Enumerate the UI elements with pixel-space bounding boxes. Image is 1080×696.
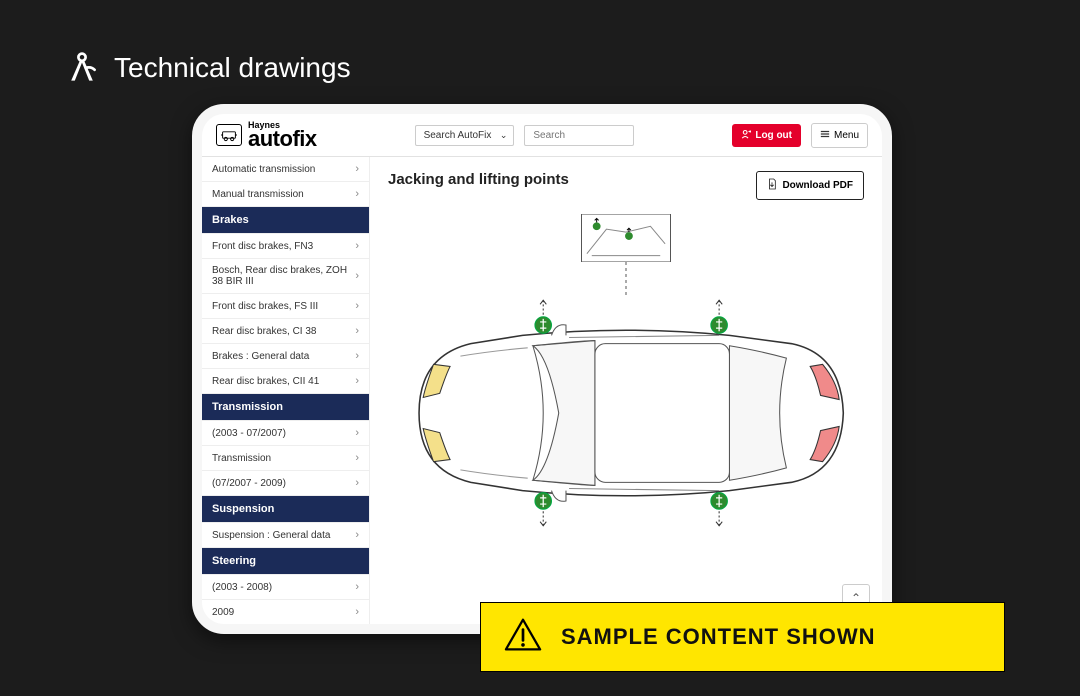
sidebar-item-label: Front disc brakes, FN3 bbox=[212, 241, 313, 252]
jack-point-rear-right bbox=[711, 493, 728, 526]
chevron-right-icon: › bbox=[355, 240, 359, 252]
content-title: Jacking and lifting points bbox=[388, 171, 569, 188]
sidebar-item-label: Rear disc brakes, CI 38 bbox=[212, 326, 317, 337]
chevron-right-icon: › bbox=[355, 477, 359, 489]
chevron-right-icon: › bbox=[355, 427, 359, 439]
diagram-detail-inset bbox=[581, 214, 671, 262]
content-area: Jacking and lifting points Download PDF bbox=[370, 157, 882, 624]
sidebar-item[interactable]: Suspension : General data › bbox=[202, 523, 369, 548]
jack-point-rear-left bbox=[711, 301, 728, 334]
page-title: Technical drawings bbox=[114, 52, 351, 84]
search-scope-select[interactable]: Search AutoFix ⌄ bbox=[415, 125, 515, 146]
chevron-right-icon: › bbox=[355, 606, 359, 618]
logout-label: Log out bbox=[755, 130, 792, 141]
chevron-right-icon: › bbox=[355, 375, 359, 387]
sidebar: Automatic transmission›Manual transmissi… bbox=[202, 157, 370, 624]
sidebar-item[interactable]: Automatic transmission › bbox=[202, 157, 369, 182]
sidebar-section-header[interactable]: Brakes bbox=[202, 207, 369, 234]
sidebar-item[interactable]: Transmission › bbox=[202, 446, 369, 471]
sidebar-item-label: Transmission bbox=[212, 453, 271, 464]
chevron-right-icon: › bbox=[355, 270, 359, 282]
compass-drawing-icon bbox=[64, 50, 100, 86]
sidebar-item-label: (2003 - 07/2007) bbox=[212, 428, 286, 439]
logout-button[interactable]: Log out bbox=[732, 124, 801, 147]
topbar: Haynes autofix Search AutoFix ⌄ Log out bbox=[202, 114, 882, 157]
chevron-right-icon: › bbox=[355, 300, 359, 312]
sidebar-item[interactable]: (07/2007 - 2009) › bbox=[202, 471, 369, 496]
sidebar-item-label: Brakes : General data bbox=[212, 351, 309, 362]
download-label: Download PDF bbox=[782, 180, 853, 191]
car-top-view bbox=[388, 294, 864, 532]
sidebar-item-label: (07/2007 - 2009) bbox=[212, 478, 286, 489]
jack-point-front-right bbox=[535, 493, 552, 526]
sidebar-item[interactable]: Manual transmission › bbox=[202, 182, 369, 207]
brand-logo-icon bbox=[216, 124, 242, 146]
brand-text: Haynes autofix bbox=[248, 122, 317, 148]
sidebar-item-label: Bosch, Rear disc brakes, ZOH 38 BIR III bbox=[212, 265, 355, 287]
sidebar-item-label: Automatic transmission bbox=[212, 164, 315, 175]
sidebar-item[interactable]: (2003 - 07/2007) › bbox=[202, 421, 369, 446]
warning-icon bbox=[503, 617, 543, 657]
menu-label: Menu bbox=[834, 130, 859, 141]
tablet-frame: Haynes autofix Search AutoFix ⌄ Log out bbox=[192, 104, 892, 634]
sidebar-section-header[interactable]: Suspension bbox=[202, 496, 369, 523]
sidebar-item[interactable]: Rear disc brakes, CII 41 › bbox=[202, 369, 369, 394]
sidebar-item-label: 2009 bbox=[212, 607, 234, 618]
menu-button[interactable]: Menu bbox=[811, 123, 868, 148]
sidebar-item-label: Manual transmission bbox=[212, 189, 304, 200]
sidebar-item[interactable]: Bosch, Rear disc brakes, ZOH 38 BIR III› bbox=[202, 259, 369, 294]
banner-text: SAMPLE CONTENT SHOWN bbox=[561, 624, 876, 650]
sidebar-item[interactable]: Brakes : General data › bbox=[202, 344, 369, 369]
brand-big: autofix bbox=[248, 130, 317, 149]
chevron-down-icon: ⌄ bbox=[500, 130, 508, 141]
app-screen: Haynes autofix Search AutoFix ⌄ Log out bbox=[202, 114, 882, 624]
sidebar-item-label: Front disc brakes, FS III bbox=[212, 301, 318, 312]
search-scope-label: Search AutoFix bbox=[424, 130, 492, 141]
sidebar-item-label: Suspension : General data bbox=[212, 530, 330, 541]
sidebar-section-header[interactable]: Steering bbox=[202, 548, 369, 575]
chevron-right-icon: › bbox=[355, 188, 359, 200]
sidebar-item[interactable]: Rear disc brakes, CI 38 › bbox=[202, 319, 369, 344]
download-icon bbox=[767, 178, 777, 193]
chevron-right-icon: › bbox=[355, 452, 359, 464]
search-input[interactable] bbox=[524, 125, 634, 146]
sidebar-item[interactable]: (2003 - 2008) › bbox=[202, 575, 369, 600]
hamburger-icon bbox=[820, 129, 830, 142]
chevron-right-icon: › bbox=[355, 350, 359, 362]
sample-content-banner: SAMPLE CONTENT SHOWN bbox=[480, 602, 1005, 672]
jack-point-front-left bbox=[535, 301, 552, 334]
sidebar-section-header[interactable]: Transmission bbox=[202, 394, 369, 421]
chevron-right-icon: › bbox=[355, 529, 359, 541]
user-logout-icon bbox=[741, 129, 751, 142]
chevron-right-icon: › bbox=[355, 581, 359, 593]
brand[interactable]: Haynes autofix bbox=[216, 122, 317, 148]
technical-diagram bbox=[388, 214, 864, 594]
sidebar-item[interactable]: Front disc brakes, FS III › bbox=[202, 294, 369, 319]
sidebar-item[interactable]: Front disc brakes, FN3 › bbox=[202, 234, 369, 259]
chevron-right-icon: › bbox=[355, 163, 359, 175]
download-pdf-button[interactable]: Download PDF bbox=[756, 171, 864, 200]
sidebar-item[interactable]: 2009 › bbox=[202, 600, 369, 624]
sidebar-item-label: Rear disc brakes, CII 41 bbox=[212, 376, 319, 387]
chevron-right-icon: › bbox=[355, 325, 359, 337]
sidebar-item-label: (2003 - 2008) bbox=[212, 582, 272, 593]
